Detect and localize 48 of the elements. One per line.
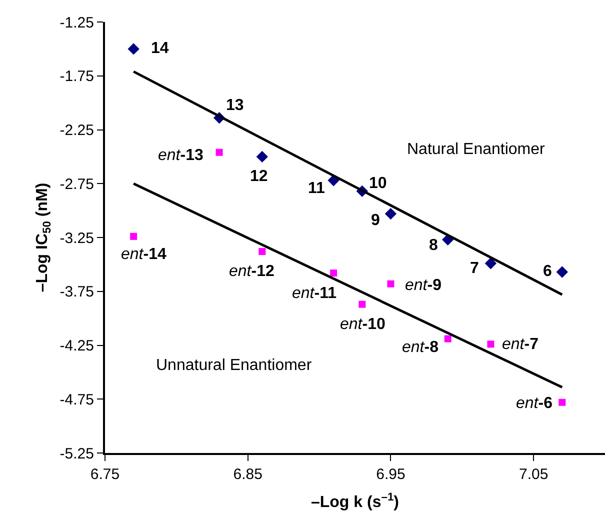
point	[387, 280, 394, 288]
x-tick-label: 6.75	[90, 466, 120, 483]
annotation: 13	[226, 97, 244, 114]
annotation: 12	[250, 168, 268, 185]
annotation: ent-8	[402, 339, 439, 356]
annotation: ent-13	[158, 147, 204, 164]
point	[558, 398, 566, 406]
y-tick-label: -5.25	[60, 445, 94, 462]
point	[330, 270, 338, 277]
x-tick-label: 6.85	[233, 466, 262, 483]
annotation: 8	[429, 237, 438, 254]
annotation: Unnatural Enantiomer	[156, 357, 312, 374]
y-tick-label: -1.25	[60, 14, 94, 32]
x-tick-label: 6.95	[376, 466, 406, 483]
y-tick-label: -3.75	[60, 284, 94, 301]
point	[130, 232, 138, 240]
annotation: 7	[470, 260, 479, 277]
annotation: 9	[371, 212, 380, 229]
annotation: ent-12	[229, 263, 274, 280]
y-tick-label: -4.25	[60, 338, 94, 354]
annotation: 11	[308, 180, 326, 197]
point	[256, 150, 268, 163]
annotation: Natural Enantiomer	[407, 141, 546, 158]
annotation: ent-11	[292, 285, 337, 302]
x-axis-title: –Log k (s$^{–1}$)	[310, 491, 400, 512]
point	[216, 148, 223, 156]
point	[358, 300, 366, 308]
y-tick-label: -2.25	[60, 122, 94, 139]
annotation: ent-7	[502, 336, 539, 353]
point	[384, 208, 397, 220]
annotation: 10	[369, 175, 387, 192]
point	[258, 248, 266, 256]
point	[484, 258, 497, 270]
x-tick-label: 7.05	[518, 466, 548, 483]
annotation: 6	[543, 263, 552, 280]
y-tick-label: -3.25	[60, 230, 94, 247]
annotation: ent-9	[405, 277, 442, 294]
point	[487, 340, 494, 348]
y-tick-label: -2.75	[60, 176, 94, 193]
y-tick-label: -4.75	[60, 391, 94, 408]
point	[444, 335, 452, 342]
point	[556, 266, 568, 278]
point	[128, 43, 140, 55]
annotation: ent-6	[516, 395, 553, 412]
annotation: 14	[151, 40, 169, 57]
y-tick-label: -1.75	[60, 68, 94, 86]
annotation: ent-10	[340, 316, 386, 333]
annotation: ent-14	[121, 246, 166, 263]
